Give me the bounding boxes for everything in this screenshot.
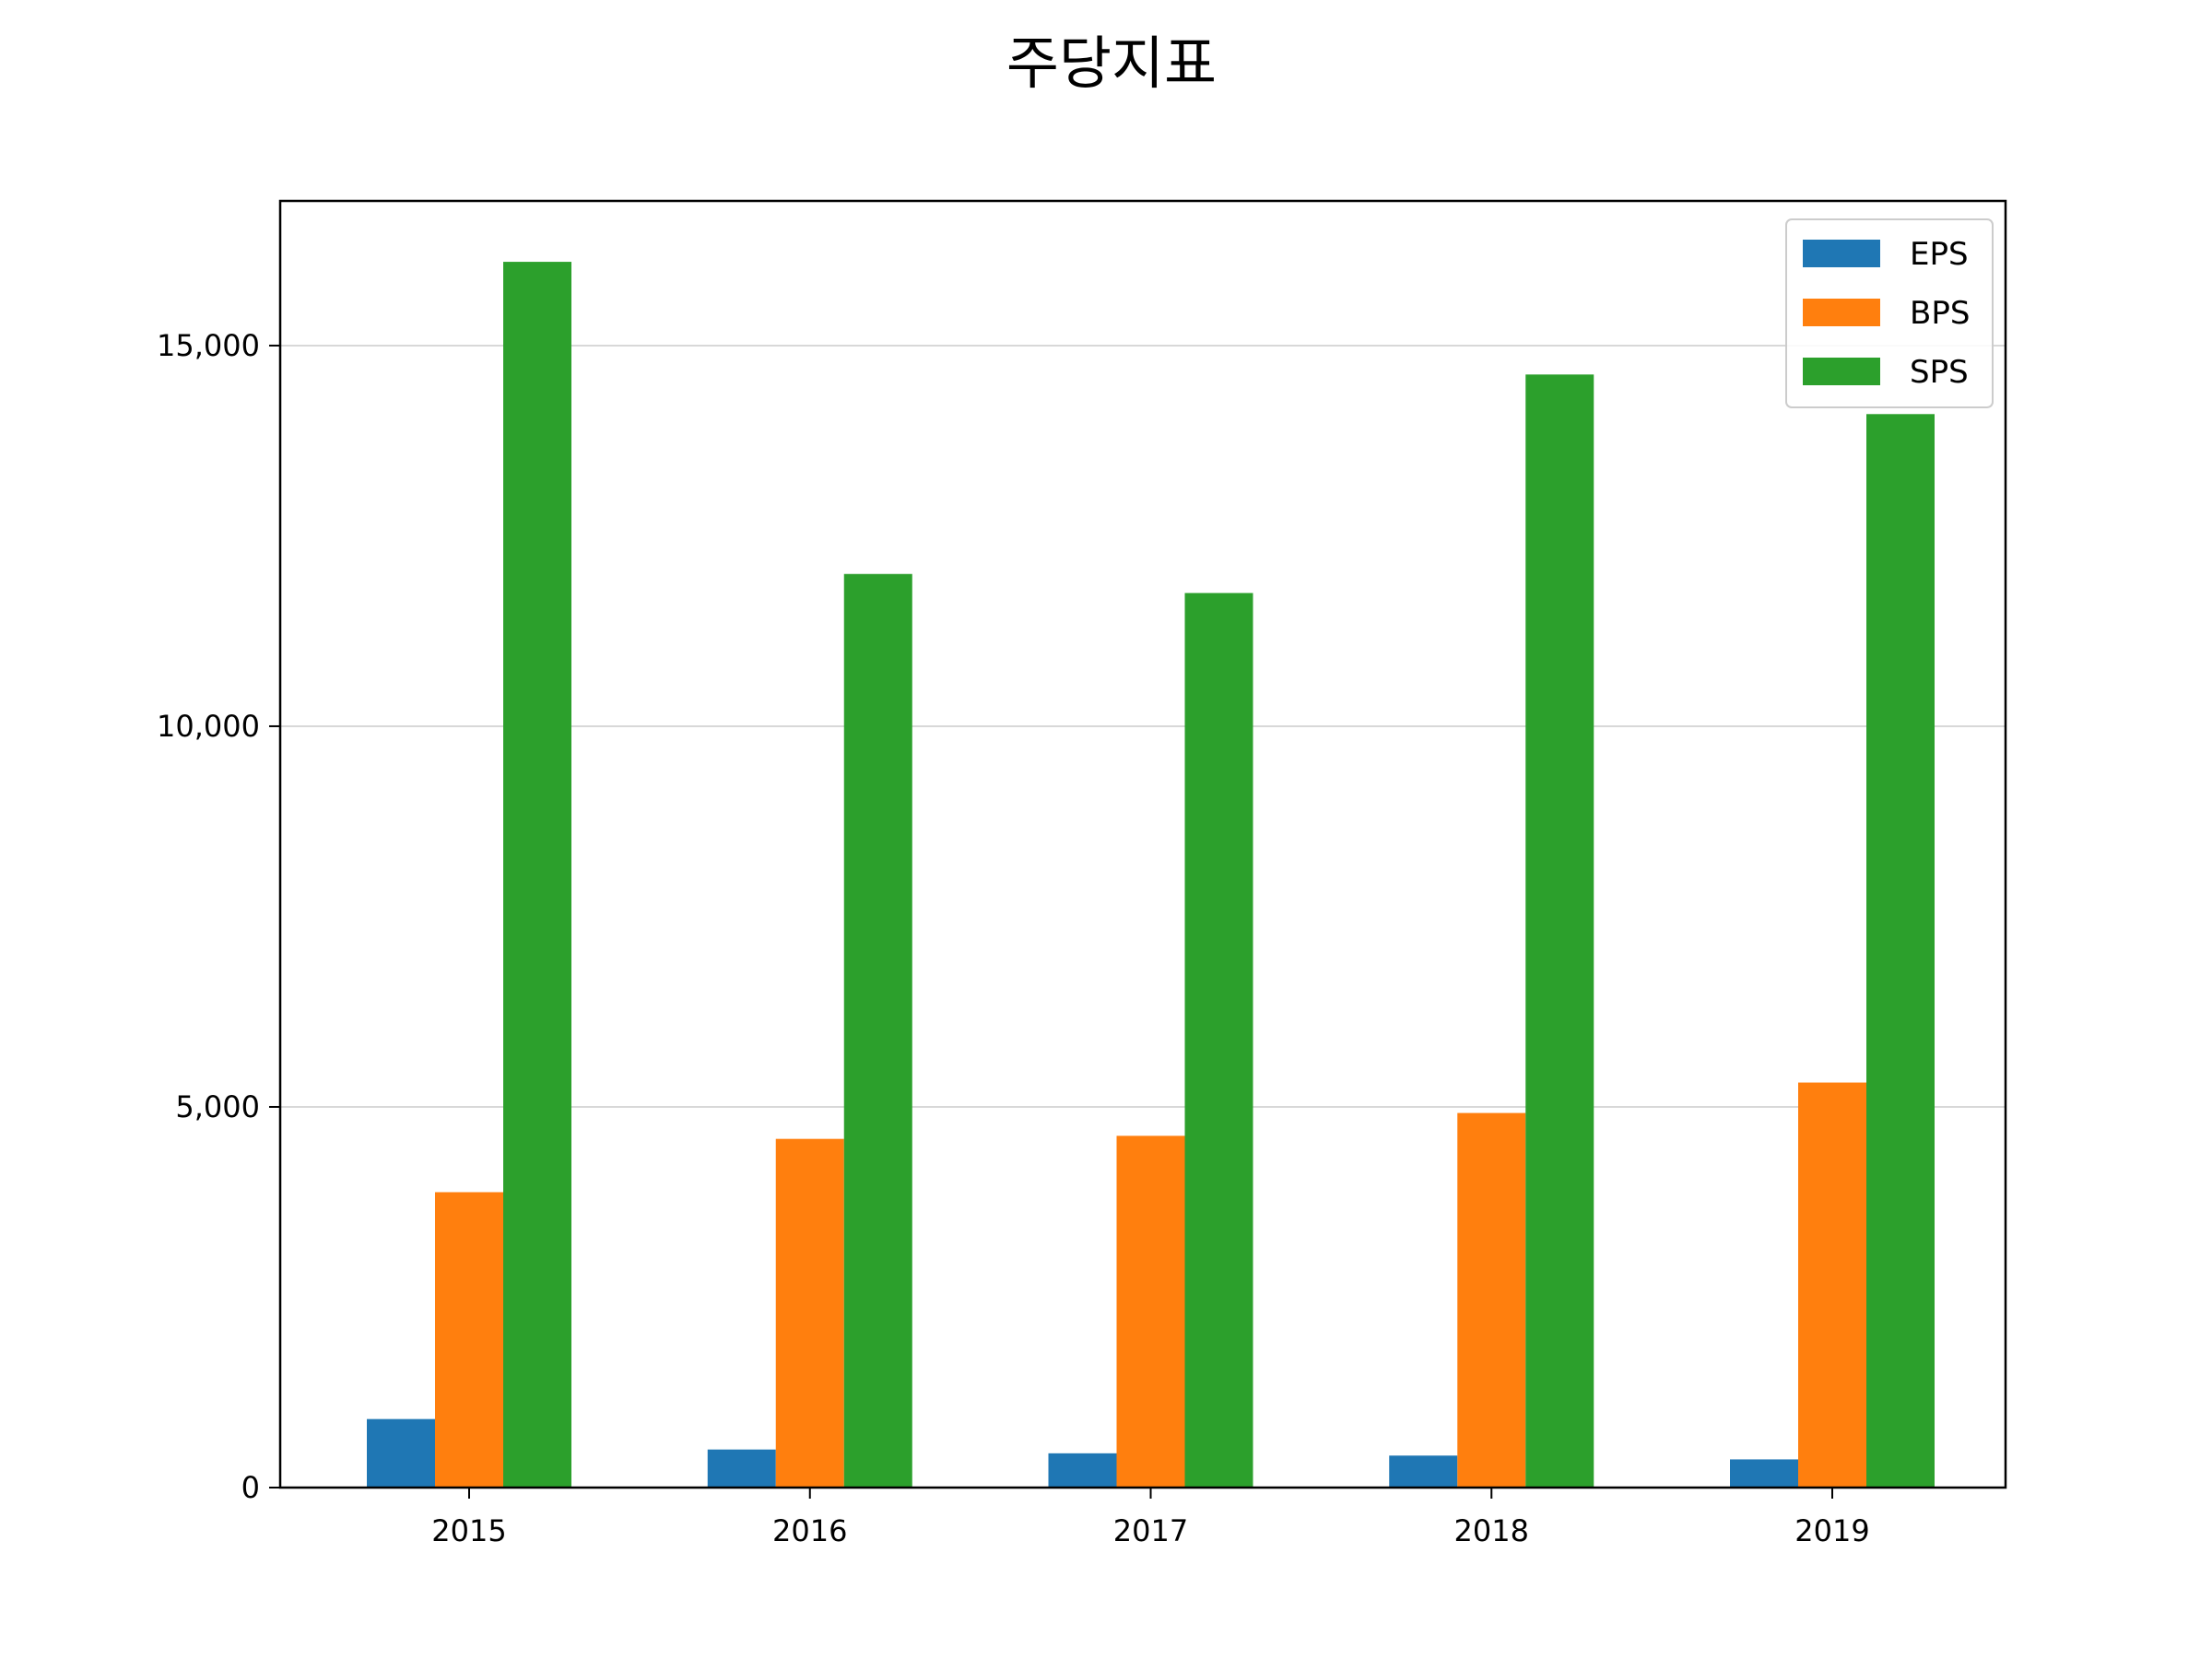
bar-sps-2019 [1866,414,1935,1488]
bar-eps-2017 [1048,1453,1117,1488]
y-tick-label: 15,000 [157,328,260,363]
x-tick-label: 2019 [1794,1513,1869,1548]
y-axis: 0 5,000 10,000 15,000 [157,328,280,1505]
legend: EPS BPS SPS [1785,218,1994,408]
bars-layer [367,262,1935,1488]
bar-eps-2016 [707,1449,776,1488]
legend-label-bps: BPS [1910,295,1970,332]
legend-swatch-bps [1803,299,1880,326]
y-tick-label: 5,000 [175,1089,260,1124]
x-tick-label: 2017 [1113,1513,1188,1548]
chart-title: 주당지표 [1006,29,1217,97]
bar-eps-2018 [1389,1455,1458,1488]
bar-bps-2017 [1116,1135,1185,1488]
legend-label-sps: SPS [1910,354,1969,391]
bar-sps-2015 [503,262,571,1488]
legend-label-eps: EPS [1910,236,1969,273]
bar-bps-2018 [1457,1112,1526,1488]
x-axis: 2015 2016 2017 2018 2019 [431,1488,1870,1548]
x-tick-label: 2018 [1454,1513,1529,1548]
bar-bps-2019 [1798,1082,1866,1488]
bar-sps-2017 [1184,593,1253,1488]
x-tick-label: 2015 [431,1513,506,1548]
x-tick-label: 2016 [772,1513,847,1548]
bar-sps-2018 [1525,374,1594,1488]
bar-eps-2019 [1730,1459,1798,1488]
legend-swatch-sps [1803,358,1880,385]
y-tick-label: 10,000 [157,709,260,744]
legend-swatch-eps [1803,240,1880,267]
bar-bps-2016 [775,1138,844,1488]
y-tick-label: 0 [241,1470,260,1505]
bar-eps-2015 [367,1418,435,1488]
plot-frame [278,199,2007,1489]
bar-sps-2016 [843,573,912,1488]
bar-bps-2015 [435,1192,503,1488]
